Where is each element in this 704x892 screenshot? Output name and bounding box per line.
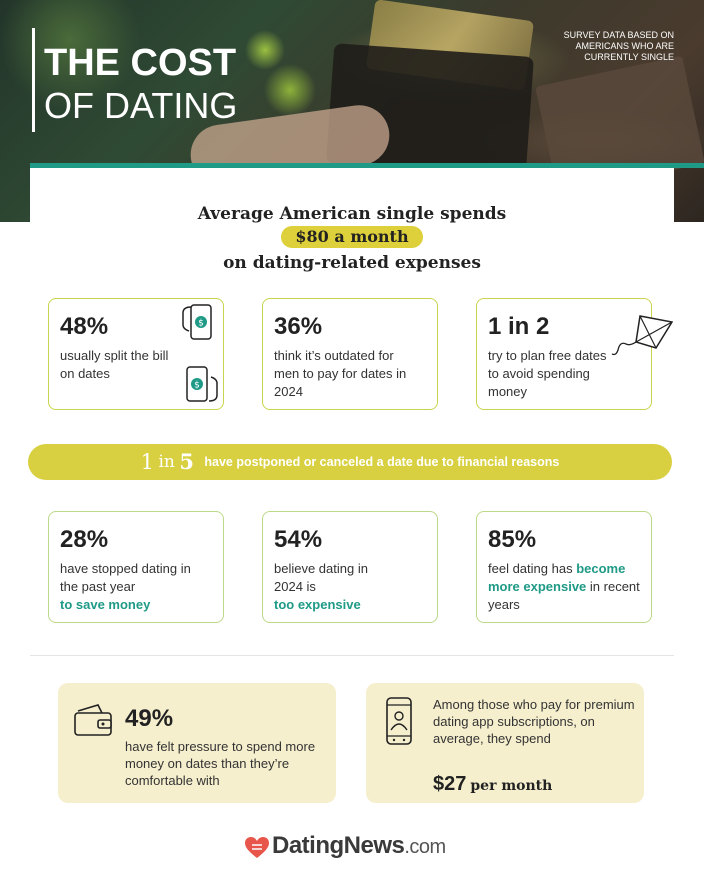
banner-word-in: in — [158, 452, 175, 472]
stat-text: think it’s outdated for men to pay for d… — [274, 348, 407, 399]
stat-text: believe dating in 2024 is too expensive — [274, 560, 374, 614]
stat-value: 54% — [274, 526, 323, 553]
stat-card-outdated: 36% think it’s outdated for men to pay f… — [262, 298, 438, 410]
pressure-value: 49% — [125, 705, 174, 732]
stat-text: try to plan free dates to avoid spending… — [488, 348, 607, 399]
stat-card-stopped-dating: 28% have stopped dating in the past year… — [48, 511, 224, 623]
page-title-line1: THE COST — [44, 42, 237, 84]
stat-value: 36% — [274, 313, 323, 340]
logo-tld: .com — [404, 836, 446, 858]
stat-value: 1 in 2 — [488, 313, 550, 340]
headline-highlight: $80 a month — [281, 226, 423, 248]
stat-card-too-expensive: 54% believe dating in 2024 is too expens… — [262, 511, 438, 623]
logo-text: DatingNews.com — [272, 832, 446, 860]
stat-value: 28% — [60, 526, 109, 553]
one-in-five-banner: 1 in 5 have postponed or canceled a date… — [28, 444, 672, 480]
survey-note: SURVEY DATA BASED ON AMERICANS WHO ARE C… — [563, 30, 674, 62]
stat-text: have stopped dating in the past year to … — [60, 560, 200, 614]
stat-value: 48% — [60, 313, 109, 340]
app-amount: $27 — [433, 773, 467, 795]
stat-text-post: in recent years — [488, 579, 640, 612]
kite-icon — [611, 315, 674, 356]
stat-card-more-expensive: 85% feel dating has become more expensiv… — [476, 511, 652, 623]
stat-text-plain: have stopped dating in the past year — [60, 561, 191, 594]
stat-text-plain: believe dating in 2024 is — [274, 561, 368, 594]
stat-text-pre: feel dating has — [488, 561, 573, 576]
title-accent-bar — [32, 28, 35, 132]
page-title-line2: OF DATING — [44, 85, 238, 126]
svg-text:$: $ — [194, 381, 200, 391]
stat-text-highlight: to save money — [60, 597, 151, 612]
banner-text: have postponed or canceled a date due to… — [204, 455, 560, 469]
app-amount-line: $27 per month — [433, 773, 552, 796]
wallet-icon — [74, 704, 112, 736]
dating-app-phone-icon — [386, 697, 412, 745]
headline-line1: Average American single spends — [197, 204, 507, 224]
stat-card-split-bill: 48% usually split the bill on dates $ $ — [48, 298, 224, 410]
app-text: Among those who pay for premium dating a… — [433, 697, 635, 746]
stat-text-highlight: become more expensive — [488, 561, 626, 594]
banner-number-1: 1 — [140, 450, 155, 474]
stat-value: 85% — [488, 526, 537, 553]
svg-text:$: $ — [198, 319, 204, 329]
pressure-text: have felt pressure to spend more money o… — [125, 739, 316, 788]
logo-brand: DatingNews — [272, 832, 405, 859]
app-subscription-card: Among those who pay for premium dating a… — [366, 683, 644, 803]
stat-text: feel dating has become more expensive in… — [488, 560, 648, 614]
headline-line3: on dating-related expenses — [223, 253, 481, 273]
teal-stripe — [30, 163, 704, 168]
section-divider — [30, 655, 674, 656]
stat-text-highlight: too expensive — [274, 597, 361, 612]
banner-number-5: 5 — [179, 449, 194, 474]
phone-payment-icon: $ $ — [182, 304, 218, 402]
stat-card-free-dates: 1 in 2 try to plan free dates to avoid s… — [476, 298, 652, 410]
stat-text: usually split the bill on dates — [60, 348, 169, 381]
pressure-card: 49% have felt pressure to spend more mon… — [58, 683, 336, 803]
heart-logo-icon — [245, 837, 269, 858]
app-per: per month — [470, 778, 553, 794]
